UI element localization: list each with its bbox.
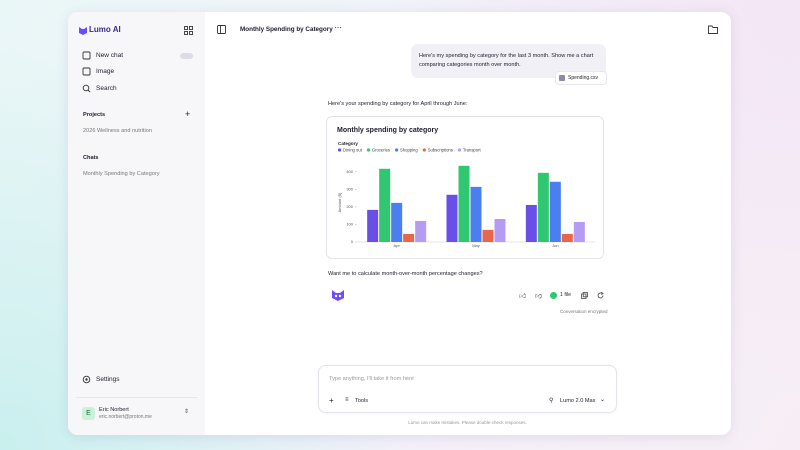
user-email: eric.norbert@proton.me bbox=[99, 414, 152, 420]
legend-swatch bbox=[422, 148, 426, 152]
chart-title: Monthly spending by category bbox=[337, 127, 438, 134]
folder-icon[interactable] bbox=[708, 25, 718, 34]
legend-swatch bbox=[366, 148, 371, 152]
chat-menu[interactable]: ⋯ bbox=[334, 23, 342, 32]
thumbs-down[interactable]: 👎︎ bbox=[535, 293, 543, 300]
chart-card: Monthly spending by category Category Dini… bbox=[326, 116, 604, 259]
bar bbox=[525, 204, 537, 242]
user-avatar: E bbox=[82, 407, 95, 420]
nav-icons bbox=[82, 51, 91, 93]
legend-label: Shopping bbox=[400, 147, 418, 152]
user-message: Here's my spending by category for the l… bbox=[419, 53, 594, 68]
encryption-note: Conversation encrypted bbox=[560, 309, 608, 314]
y-tick-label: 0 bbox=[351, 239, 354, 244]
nav-new-chat[interactable]: New chat bbox=[96, 52, 124, 59]
add-button[interactable]: + bbox=[329, 396, 334, 405]
x-tick-label: Jun bbox=[552, 243, 558, 248]
file-icon bbox=[559, 75, 565, 81]
disclaimer: Lumo can make mistakes. Please double-ch… bbox=[408, 420, 527, 425]
sidebar-toggle[interactable] bbox=[217, 25, 226, 34]
bar bbox=[537, 172, 549, 242]
y-tick-label: 100 bbox=[346, 222, 353, 227]
bar bbox=[379, 168, 391, 242]
assistant-followup: Want me to calculate month-over-month pe… bbox=[328, 271, 483, 277]
legend-swatch bbox=[395, 148, 399, 152]
chats-label: Chats bbox=[83, 155, 99, 161]
bar bbox=[470, 186, 482, 242]
divider bbox=[76, 397, 197, 398]
y-tick-label: 400 bbox=[346, 169, 353, 174]
chat-item[interactable]: Monthly Spending by Category bbox=[83, 171, 160, 177]
legend-swatch bbox=[457, 148, 462, 152]
legend-swatch bbox=[338, 148, 342, 152]
attachment[interactable]: Spending.csv bbox=[555, 71, 607, 85]
legend-title: Category bbox=[338, 141, 358, 146]
files-dot bbox=[550, 292, 557, 299]
nav-image[interactable]: Image bbox=[96, 68, 115, 75]
attachment-name: Spending.csv bbox=[568, 75, 599, 81]
model-icon: ⚲ bbox=[549, 398, 554, 404]
bar bbox=[482, 229, 494, 242]
copy-icon[interactable] bbox=[581, 292, 588, 299]
legend-label: Groceries bbox=[372, 147, 390, 152]
bar bbox=[458, 165, 470, 242]
settings-icon bbox=[82, 375, 91, 384]
model-selector[interactable]: Lumo 2.0 Max bbox=[560, 398, 596, 404]
bar bbox=[391, 202, 403, 242]
bar bbox=[415, 220, 427, 242]
files-label[interactable]: 1 file bbox=[560, 292, 571, 298]
chat-title: Monthly Spending by Category bbox=[240, 26, 333, 33]
composer-placeholder[interactable]: Type anything, I'll take it from here bbox=[329, 376, 415, 382]
add-project[interactable]: + bbox=[185, 109, 191, 119]
tools-icon: ≡ bbox=[345, 397, 349, 403]
bar bbox=[549, 181, 561, 242]
user-name: Eric Norbert bbox=[99, 407, 129, 413]
x-tick-label: Apr bbox=[394, 243, 401, 248]
logo-icon bbox=[79, 27, 87, 35]
assistant-avatar bbox=[332, 290, 344, 301]
bar bbox=[367, 209, 379, 242]
projects-label: Projects bbox=[83, 112, 106, 118]
y-axis-label: Amount ($) bbox=[337, 192, 342, 212]
tools-button[interactable]: Tools bbox=[355, 398, 369, 404]
chart: Monthly spending by category CategoryDini… bbox=[337, 127, 595, 248]
bar bbox=[446, 194, 458, 242]
retry-icon[interactable] bbox=[597, 292, 604, 299]
ghost-toggle[interactable] bbox=[180, 53, 193, 59]
legend-label: Dining out bbox=[343, 147, 363, 152]
thumbs-up[interactable]: 👍︎ bbox=[519, 293, 527, 300]
x-tick-label: May bbox=[472, 243, 480, 248]
legend-label: Transport bbox=[463, 147, 482, 152]
app-window: Lumo AI New chat Image Search Projects +… bbox=[68, 12, 731, 435]
bar bbox=[573, 221, 585, 242]
nav-search[interactable]: Search bbox=[96, 85, 117, 92]
settings[interactable]: Settings bbox=[96, 376, 120, 383]
legend-label: Subscriptions bbox=[428, 147, 453, 152]
composer[interactable]: Type anything, I'll take it from here + … bbox=[318, 365, 617, 413]
y-tick-label: 300 bbox=[346, 186, 353, 191]
brand: Lumo AI bbox=[89, 25, 121, 34]
apps-icon[interactable] bbox=[184, 26, 193, 35]
bar bbox=[494, 219, 506, 242]
y-tick-label: 200 bbox=[346, 204, 353, 209]
user-menu[interactable]: ⇕ bbox=[184, 409, 190, 415]
model-chevron[interactable]: ⌄ bbox=[600, 397, 606, 403]
assistant-intro: Here's your spending by category for Apr… bbox=[328, 101, 468, 107]
bar bbox=[403, 233, 415, 242]
sidebar: Lumo AI New chat Image Search Projects +… bbox=[68, 12, 205, 435]
bar bbox=[561, 233, 573, 242]
project-item[interactable]: 2026 Wellness and nutrition bbox=[83, 128, 152, 134]
